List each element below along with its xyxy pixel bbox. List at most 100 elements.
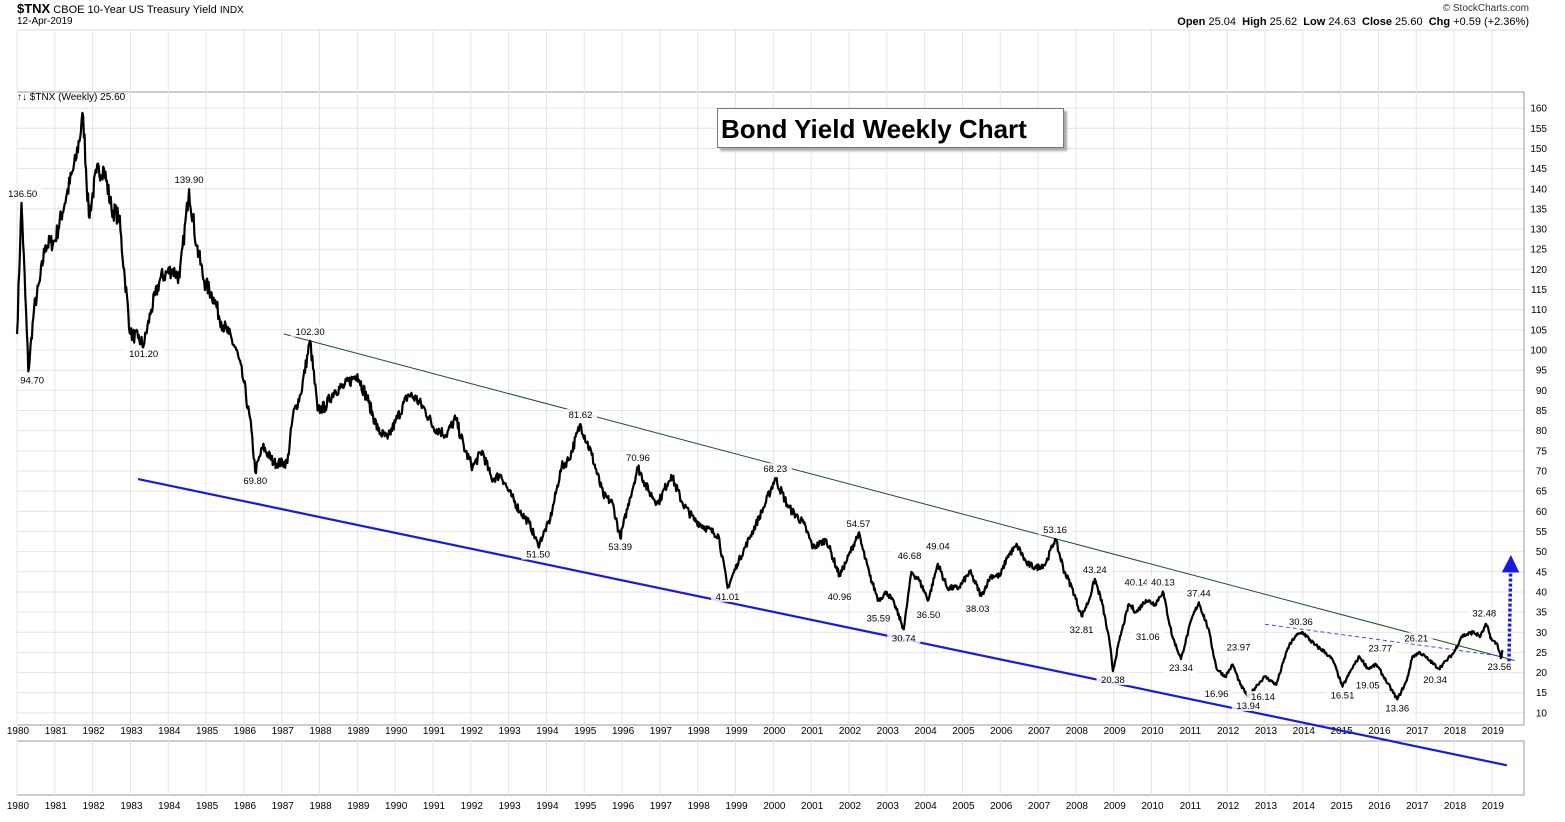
annotation-bg (1078, 563, 1112, 575)
annotation-label: 13.36 (1385, 703, 1409, 714)
projection-arrow (1501, 554, 1520, 667)
annotation-label: 23.97 (1227, 643, 1251, 654)
annotation-label: 31.06 (1136, 632, 1160, 643)
annotation-bg (823, 591, 857, 603)
x-tick-label-lower: 1989 (347, 801, 370, 812)
x-tick-label-lower: 1999 (725, 801, 748, 812)
y-tick-label: 115 (1531, 285, 1547, 296)
annotation-bg (1119, 576, 1153, 588)
y-tick-label: 125 (1530, 245, 1547, 256)
y-tick-label: 145 (1530, 164, 1547, 175)
lower-panel (16, 740, 1525, 796)
x-tick-label-lower: 1990 (385, 801, 408, 812)
annotation-bg (124, 348, 164, 360)
annotation-bg (1164, 662, 1198, 674)
annotation-label: 16.96 (1205, 689, 1229, 700)
annotation-label: 20.34 (1423, 675, 1447, 686)
x-tick-label: 2011 (1180, 726, 1202, 737)
x-tick-label-lower: 1998 (688, 801, 711, 812)
annotation-label: 35.59 (867, 614, 891, 625)
annotation-bg (1351, 679, 1385, 691)
x-tick-label: 1987 (272, 726, 295, 737)
x-tick-label: 2001 (801, 726, 824, 737)
annotation-label: 51.50 (526, 550, 550, 561)
x-tick-label-lower: 2005 (952, 801, 975, 812)
x-tick-label-lower: 2018 (1444, 801, 1467, 812)
annotation-bg (1246, 691, 1280, 703)
annotation-bg (1482, 661, 1516, 673)
annotation-bg (892, 550, 926, 562)
close-value: 25.60 (1395, 16, 1423, 28)
y-tick-label: 55 (1536, 527, 1548, 538)
annotation-label: 16.14 (1251, 692, 1275, 703)
annotation-bg (887, 632, 921, 644)
annotation-label: 19.05 (1356, 680, 1380, 691)
x-tick-label-lower: 1991 (423, 801, 446, 812)
symbol: $TNX (17, 1, 51, 16)
x-tick-label-lower: 2010 (1141, 801, 1164, 812)
x-tick-label-lower: 2017 (1406, 801, 1429, 812)
annotation-bg (711, 590, 745, 602)
y-tick-label: 35 (1536, 608, 1548, 619)
open-value: 25.04 (1208, 16, 1236, 28)
x-tick-label-lower: 2006 (990, 801, 1013, 812)
x-tick-label: 2006 (990, 726, 1013, 737)
annotation-label: 13.94 (1236, 701, 1260, 712)
annotation-label: 38.03 (966, 604, 990, 615)
x-tick-label: 1991 (423, 726, 446, 737)
x-tick-label-lower: 1987 (272, 801, 295, 812)
x-tick-label-lower: 1986 (234, 801, 257, 812)
chg-value: +0.59 (+2.36%) (1453, 16, 1529, 28)
annotation-label: 54.57 (847, 519, 871, 530)
x-tick-label: 1986 (234, 726, 257, 737)
x-tick-label-lower: 1982 (83, 801, 106, 812)
x-tick-label: 2019 (1482, 726, 1505, 737)
annotation-label: 81.62 (569, 410, 593, 421)
x-tick-label-lower: 2003 (877, 801, 900, 812)
x-tick-label: 1989 (347, 726, 370, 737)
series-legend: ↑↓ $TNX (Weekly) 25.60 (17, 92, 125, 103)
annotation-bg (1182, 587, 1216, 599)
x-tick-label: 2002 (839, 726, 862, 737)
x-tick-label-lower: 2002 (839, 801, 862, 812)
x-tick-label: 1992 (461, 726, 484, 737)
x-tick-label-lower: 1992 (461, 801, 484, 812)
annotation-bg (1418, 674, 1452, 686)
x-tick-label: 2016 (1368, 726, 1391, 737)
annotation-bg (15, 374, 49, 386)
x-tick-label: 2005 (952, 726, 975, 737)
annotation-bg (1200, 687, 1234, 699)
y-tick-label: 45 (1536, 567, 1548, 578)
annotation-label: 139.90 (175, 175, 204, 186)
y-tick-label: 75 (1536, 446, 1548, 457)
x-tick-label: 2010 (1141, 726, 1164, 737)
x-tick-label-lower: 2007 (1028, 801, 1051, 812)
x-tick-label: 2012 (1217, 726, 1240, 737)
annotation-label: 40.96 (828, 592, 852, 603)
y-tick-label: 135 (1530, 204, 1547, 215)
x-tick-label-lower: 1984 (158, 801, 181, 812)
x-tick-label-lower: 1980 (7, 801, 30, 812)
x-tick-label: 1980 (7, 726, 30, 737)
close-label: Close (1362, 16, 1392, 28)
annotation-bg (621, 452, 655, 464)
y-tick-label: 30 (1536, 628, 1548, 639)
y-tick-label: 130 (1530, 225, 1547, 236)
low-value: 24.63 (1328, 16, 1356, 28)
low-label: Low (1303, 16, 1326, 28)
x-tick-label: 1984 (158, 726, 181, 737)
y-tick-label: 160 (1530, 104, 1547, 115)
annotation-label: 70.96 (626, 453, 650, 464)
annotation-label: 101.20 (129, 349, 158, 360)
x-tick-label: 2000 (763, 726, 786, 737)
y-tick-label: 155 (1530, 124, 1547, 135)
annotation-bg (758, 463, 792, 475)
symbol-description: CBOE 10-Year US Treasury Yield (53, 4, 217, 16)
annotation-label: 69.80 (243, 476, 267, 487)
annotation-label: 94.70 (20, 375, 44, 386)
x-tick-label-lower: 1997 (650, 801, 673, 812)
annotation-bg (861, 612, 895, 624)
annotation-label: 37.44 (1187, 588, 1211, 599)
annotation-label: 23.34 (1169, 663, 1193, 674)
